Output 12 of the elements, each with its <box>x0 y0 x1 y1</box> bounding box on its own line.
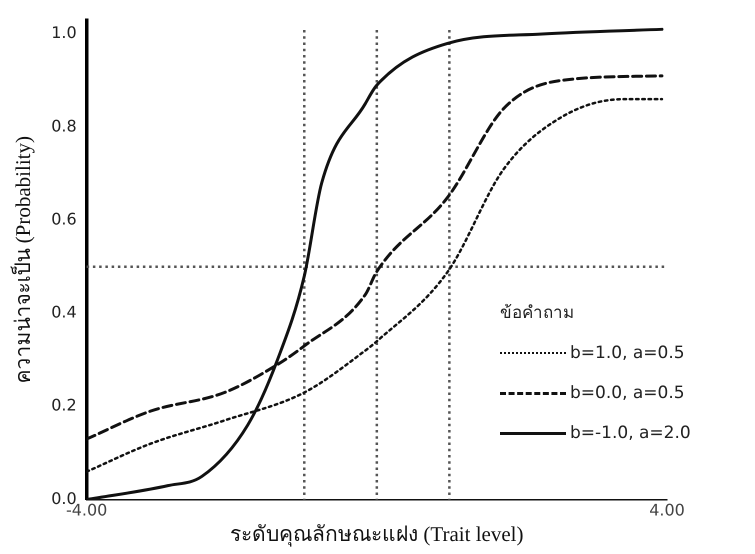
x-tick-label: 4.00 <box>649 500 685 520</box>
legend-label: b=-1.0, a=2.0 <box>570 423 691 443</box>
legend-label: b=0.0, a=0.5 <box>570 383 685 403</box>
y-tick-label: 0.8 <box>51 116 77 136</box>
x-axis-title: ระดับคุณลักษณะแฝง (Trait level) <box>230 522 524 547</box>
y-tick-label: 0.4 <box>51 302 77 322</box>
legend-label: b=1.0, a=0.5 <box>570 343 685 363</box>
y-tick-label: 0.6 <box>51 209 77 228</box>
legend-title: ข้อคำถาม <box>500 302 575 325</box>
y-tick-label: 0.2 <box>51 396 77 415</box>
y-axis-title: ความน่าจะเป็น (Probability) <box>9 136 36 384</box>
y-tick-label: 1.0 <box>51 23 77 42</box>
